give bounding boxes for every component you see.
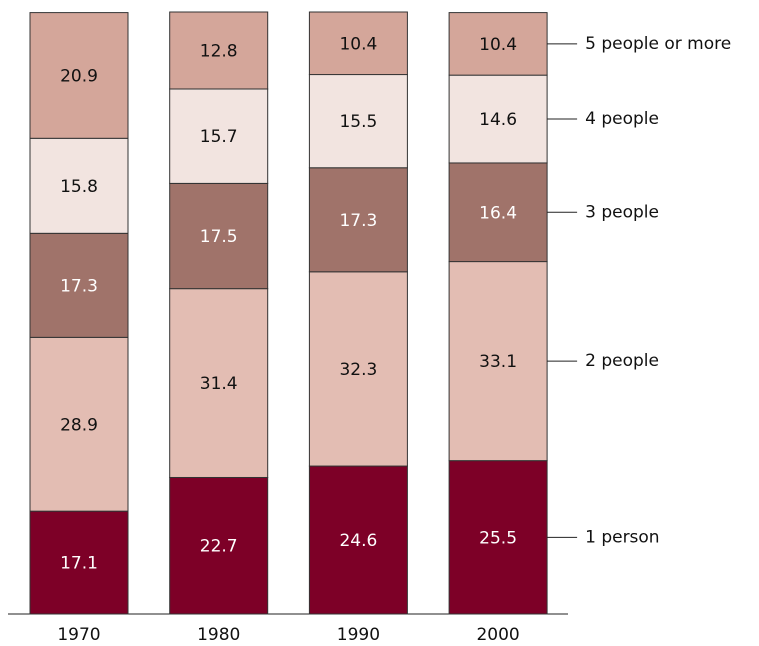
bar-segment [29,336,129,512]
legend-label: 5 people or more [585,34,731,54]
data-label: 15.8 [60,177,98,197]
data-label: 32.3 [339,360,377,380]
bar-segment [29,510,129,615]
data-label: 20.9 [60,66,98,86]
x-tick-label: 1980 [197,625,240,645]
data-label: 10.4 [339,34,377,54]
bar-segment [169,88,269,184]
data-label: 14.6 [479,110,517,130]
bar-segment [29,137,129,234]
data-label: 17.1 [60,554,98,574]
bar-segment [169,288,269,478]
bar-segment [448,74,548,164]
data-label: 10.4 [479,35,517,55]
data-label: 31.4 [200,374,238,394]
data-label: 15.5 [339,112,377,132]
bar-segment [308,167,408,273]
bar-segment [169,476,269,615]
bar-segment [308,271,408,467]
bar-segment [29,12,129,139]
data-label: 17.3 [339,211,377,231]
legend-label: 3 people [585,202,659,222]
data-label: 12.8 [200,41,238,61]
bar-segment [448,12,548,76]
data-label: 28.9 [60,415,98,435]
data-label: 15.7 [200,127,238,147]
data-label: 24.6 [339,531,377,551]
data-label: 33.1 [479,352,517,372]
bar-segment [308,74,408,169]
bar-segment [448,261,548,462]
bar-segment [169,182,269,290]
data-label: 16.4 [479,203,517,223]
x-tick-label: 2000 [476,625,519,645]
legend-label: 4 people [585,109,659,129]
bar-segment [169,11,269,90]
legend-label: 1 person [585,527,660,547]
legend-label: 2 people [585,351,659,371]
data-label: 22.7 [200,537,238,557]
x-tick-label: 1990 [337,625,380,645]
bar-segment [448,162,548,263]
bar-segment [448,460,548,615]
bar-segment [308,11,408,76]
data-label: 17.5 [200,227,238,247]
data-label: 17.3 [60,276,98,296]
bar-segment [308,465,408,615]
data-label: 25.5 [479,528,517,548]
x-tick-label: 1970 [57,625,100,645]
